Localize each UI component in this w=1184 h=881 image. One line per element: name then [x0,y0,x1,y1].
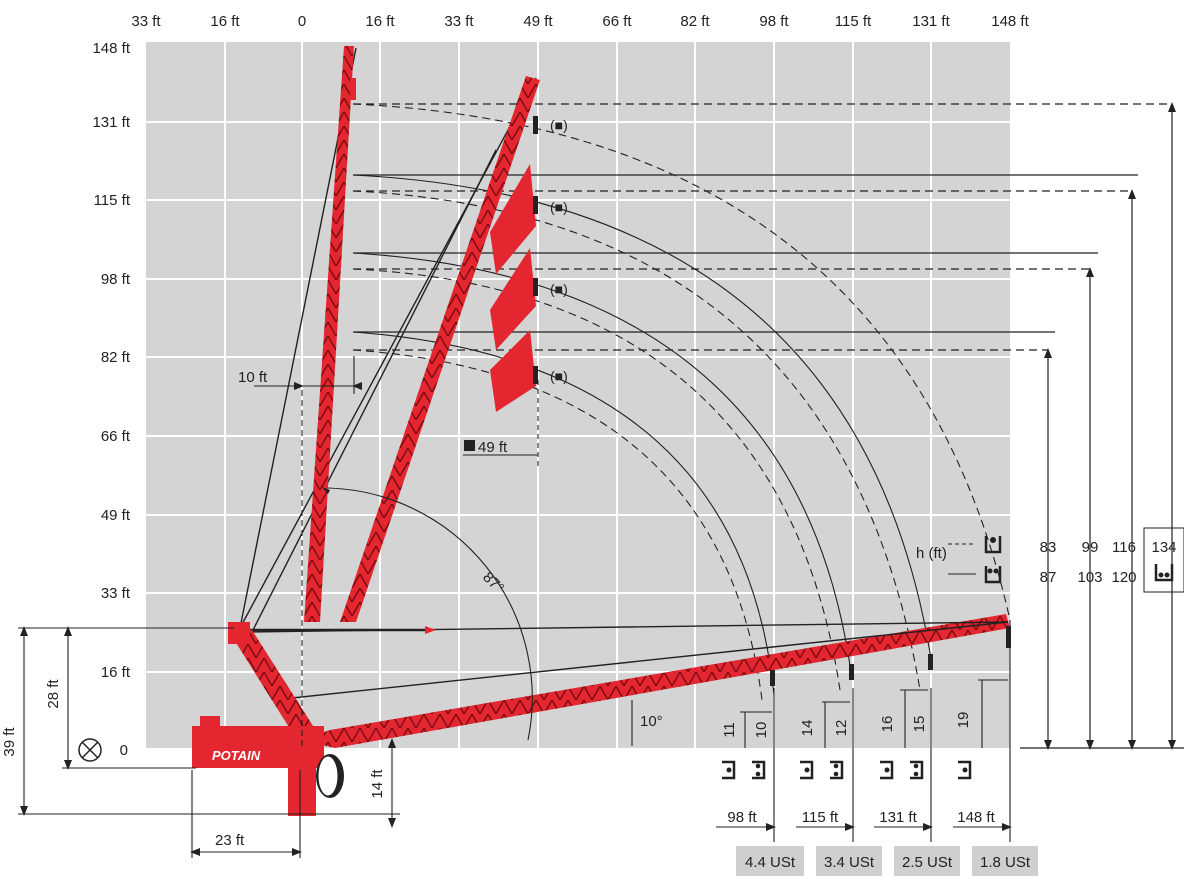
hook-h-a3: 19 [955,712,972,729]
left-tick: 66 ft [101,428,131,445]
ust-2: 2.5 USt [902,854,953,871]
left-tick: 33 ft [101,585,131,602]
weight-square-icon [464,440,475,451]
ust-0: 4.4 USt [745,854,796,871]
dim-49ft: 49 ft [478,439,508,456]
ust-3: 1.8 USt [980,854,1031,871]
rotation-center-icon [78,738,102,762]
left-tick: 98 ft [101,271,131,288]
dim-28ft: 28 ft [45,679,62,709]
angle-10: 10° [640,713,663,730]
dim-23ft: 23 ft [215,832,245,849]
hook-h-a1: 14 [799,720,816,737]
top-tick: 98 ft [759,13,789,30]
left-tick: 115 ft [94,192,131,209]
ust-box-1 [816,846,882,876]
dim-14ft: 14 ft [369,769,386,799]
jib-hooks [770,626,1011,686]
hook-h-b2: 15 [911,716,928,733]
h-row1-c4: 134 [1151,539,1176,556]
ust-box-3 [972,846,1038,876]
hook-height-labels: 11 10 14 12 16 15 19 [721,712,972,739]
jib-fins [490,164,536,412]
left-tick: 148 ft [92,40,130,57]
radius-2: 131 ft [879,809,917,826]
hook-h-b1: 12 [833,720,850,737]
base-dim-arrows [20,382,396,856]
radius-labels: 98 ft 115 ft 131 ft 148 ft [727,809,995,826]
top-tick: 131 ft [912,13,950,30]
hook-h-b0: 10 [753,722,770,739]
jib-intermediate [340,76,540,622]
hook-h-a0: 11 [721,722,738,738]
reeving-icon-box [1154,564,1174,582]
bottom-reeving-dots [726,763,968,777]
h-row2-c3: 120 [1111,569,1136,586]
dim-39ft: 39 ft [1,727,18,757]
cab [200,716,220,730]
hook-weight-icons: (■) (■) (■) (■) [550,117,568,384]
ust-box-0 [736,846,804,876]
jib-87deg [304,46,354,622]
ust-boxes [736,846,1038,876]
top-axis: 33 ft 16 ft 0 16 ft 33 ft 49 ft 66 ft 82… [131,13,1029,30]
h-row1-c1: 83 [1040,539,1057,556]
main-jib [300,614,1010,748]
radius-0: 98 ft [727,809,757,826]
ust-1: 3.4 USt [824,854,875,871]
top-tick: 148 ft [991,13,1029,30]
h-label: h (ft) [916,545,947,562]
svg-text:(■): (■) [550,368,568,384]
left-tick: 82 ft [101,349,131,366]
height-arrowheads [1044,102,1176,750]
h-box [1143,527,1184,593]
radius-3: 148 ft [957,809,995,826]
luffed-hooks [533,116,538,384]
top-tick: 16 ft [210,13,240,30]
top-tick: 16 ft [365,13,395,30]
support-leg [288,748,316,816]
radius-1: 115 ft [802,809,839,826]
brand-logo: POTAIN [212,748,261,763]
h-row2-c1: 87 [1040,569,1057,586]
jib-87deg-tip [350,78,356,100]
left-tick: 16 ft [101,664,131,681]
ust-box-2 [894,846,960,876]
angle-arc-87-arrow [322,487,330,494]
height-table: 83 99 116 134 87 103 120 [1040,539,1177,586]
hook-h-a2: 16 [879,716,896,733]
mast [228,630,322,748]
left-tick: 49 ft [101,507,131,524]
radius-arrowheads [766,823,1012,831]
left-axis: 148 ft 131 ft 115 ft 98 ft 82 ft 66 ft 4… [92,40,130,759]
ust-labels: 4.4 USt 3.4 USt 2.5 USt 1.8 USt [745,854,1031,871]
top-tick: 115 ft [835,13,872,30]
h-row2-c2: 103 [1077,569,1102,586]
top-tick: 33 ft [131,13,161,30]
reeving-icon-single [984,536,1002,554]
top-tick: 66 ft [602,13,632,30]
svg-text:(■): (■) [550,117,568,133]
counter-jib-tip [425,626,436,634]
svg-text:(■): (■) [550,281,568,297]
angle-arc-87 [327,487,533,741]
h-row1-c2: 99 [1082,539,1099,556]
svg-text:(■): (■) [550,199,568,215]
mast-head [228,622,250,644]
h-row1-c3: 116 [1112,539,1136,556]
left-tick: 131 ft [92,114,130,131]
bottom-reeving-icons [722,760,972,780]
top-tick: 49 ft [523,13,553,30]
drum-face [317,755,339,797]
top-tick: 82 ft [680,13,710,30]
base-dims [18,356,539,858]
top-tick: 33 ft [444,13,474,30]
left-tick: 0 [120,742,128,759]
top-tick: 0 [298,13,306,30]
reeving-icon-double [984,566,1002,584]
dim-10ft: 10 ft [238,369,268,386]
radius-lines [716,620,1011,842]
